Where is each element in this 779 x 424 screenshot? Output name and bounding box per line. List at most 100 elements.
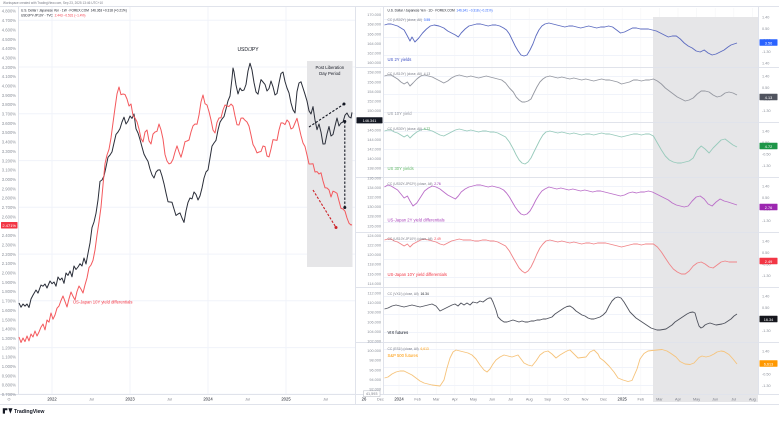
svg-text:3.100%: 3.100% [2, 168, 16, 173]
svg-text:144.000: 144.000 [367, 138, 381, 142]
svg-text:3.300%: 3.300% [2, 149, 16, 154]
svg-text:106.000: 106.000 [367, 320, 381, 324]
svg-text:2.700%: 2.700% [2, 205, 16, 210]
svg-text:CC (US10Y) (close, All) 4.13: CC (US10Y) (close, All) 4.13 [388, 72, 431, 76]
svg-text:1.40: 1.40 [762, 75, 769, 79]
svg-text:Feb: Feb [414, 398, 421, 402]
svg-text:-1.30: -1.30 [762, 329, 771, 333]
svg-text:Dec: Dec [377, 398, 384, 402]
svg-text:4.72: 4.72 [765, 145, 772, 149]
svg-text:-0.50: -0.50 [762, 373, 771, 377]
svg-text:-1.30: -1.30 [762, 50, 771, 54]
svg-text:158.000: 158.000 [367, 71, 381, 75]
svg-text:US-Japan 2Y yield differential: US-Japan 2Y yield differentials [388, 218, 445, 223]
svg-text:2.300%: 2.300% [2, 242, 16, 247]
svg-text:1.000%: 1.000% [2, 364, 16, 369]
svg-text:3.400%: 3.400% [2, 140, 16, 145]
svg-text:3.500%: 3.500% [2, 130, 16, 135]
svg-text:0.800%: 0.800% [2, 383, 16, 388]
svg-text:150.000: 150.000 [367, 109, 381, 113]
svg-text:92.000: 92.000 [369, 388, 381, 392]
svg-text:Jul: Jul [323, 398, 328, 402]
svg-text:2022: 2022 [47, 397, 57, 402]
svg-text:120.000: 120.000 [367, 253, 381, 257]
svg-text:Aug: Aug [526, 398, 533, 402]
svg-text:98.000: 98.000 [369, 359, 381, 363]
svg-text:2.49: 2.49 [765, 260, 772, 264]
svg-text:3.600%: 3.600% [2, 121, 16, 126]
svg-text:146.000: 146.000 [367, 128, 381, 132]
svg-text:US 30Y yields: US 30Y yields [388, 166, 414, 171]
svg-text:0.50: 0.50 [762, 306, 769, 310]
svg-text:134.000: 134.000 [367, 186, 381, 190]
svg-text:VIX futures: VIX futures [388, 330, 409, 335]
svg-text:USD/JPY: USD/JPY [237, 47, 259, 53]
svg-text:3.200%: 3.200% [2, 158, 16, 163]
svg-text:Dec: Dec [600, 398, 607, 402]
svg-text:1.40: 1.40 [762, 16, 769, 20]
svg-text:1.600%: 1.600% [2, 308, 16, 313]
svg-text:4.100%: 4.100% [2, 74, 16, 79]
svg-text:Feb: Feb [638, 398, 645, 402]
svg-text:Nov: Nov [582, 398, 589, 402]
svg-text:160.000: 160.000 [367, 61, 381, 65]
svg-text:4.600%: 4.600% [2, 27, 16, 32]
svg-text:Mar: Mar [433, 398, 440, 402]
svg-text:2.100%: 2.100% [2, 261, 16, 266]
svg-text:96.000: 96.000 [369, 368, 381, 372]
svg-text:2.900%: 2.900% [2, 186, 16, 191]
svg-text:2025: 2025 [618, 397, 628, 402]
svg-text:130.000: 130.000 [367, 205, 381, 209]
svg-text:1.400%: 1.400% [2, 327, 16, 332]
svg-text:Oct: Oct [563, 398, 570, 402]
svg-text:6,613: 6,613 [764, 362, 774, 366]
svg-text:USDJPY-JP10Y · TVC 2.443 −0.5: USDJPY-JP10Y · TVC 2.443 −0.531 (−1.4%) [21, 14, 85, 18]
svg-text:O: O [8, 398, 11, 402]
svg-text:1.40: 1.40 [762, 62, 769, 66]
svg-text:CC (US10Y-JP10Y) (close, All): CC (US10Y-JP10Y) (close, All) 2.49 [388, 237, 441, 241]
svg-text:-1.30: -1.30 [762, 164, 771, 168]
svg-text:Apr: Apr [452, 398, 459, 402]
svg-text:1.900%: 1.900% [2, 280, 16, 285]
svg-text:Mar: Mar [656, 398, 663, 402]
svg-text:146.341: 146.341 [363, 119, 377, 123]
svg-text:Jul: Jul [245, 398, 250, 402]
svg-text:US-Japan 10Y yield differentia: US-Japan 10Y yield differentials [73, 300, 132, 305]
svg-text:142.000: 142.000 [367, 148, 381, 152]
svg-text:Jun: Jun [489, 398, 495, 402]
svg-text:TradingView: TradingView [14, 409, 45, 415]
svg-text:116.000: 116.000 [368, 272, 381, 276]
svg-text:166.000: 166.000 [367, 32, 381, 36]
svg-text:Jun: Jun [712, 398, 718, 402]
svg-text:2025: 2025 [281, 397, 291, 402]
svg-text:Jul: Jul [731, 398, 736, 402]
svg-text:3.000%: 3.000% [2, 177, 16, 182]
svg-text:1.40: 1.40 [762, 295, 769, 299]
svg-text:2.400%: 2.400% [2, 233, 16, 238]
svg-text:1.500%: 1.500% [2, 317, 16, 322]
svg-text:104.000: 104.000 [367, 330, 381, 334]
svg-text:2.471%: 2.471% [2, 223, 16, 228]
svg-text:Jul: Jul [167, 398, 172, 402]
svg-text:0.50: 0.50 [762, 196, 769, 200]
svg-text:168.000: 168.000 [367, 23, 381, 27]
svg-text:156.000: 156.000 [367, 80, 381, 84]
svg-text:154.000: 154.000 [367, 90, 381, 94]
svg-text:162.000: 162.000 [367, 52, 381, 56]
svg-text:4.700%: 4.700% [2, 18, 16, 23]
svg-text:138.000: 138.000 [367, 167, 381, 171]
svg-text:0.50: 0.50 [762, 27, 769, 31]
svg-text:124.000: 124.000 [367, 234, 381, 238]
svg-text:1.40: 1.40 [762, 130, 769, 134]
svg-text:CC (US02Y) (close, All) 3.55: CC (US02Y) (close, All) 3.55 [388, 18, 431, 22]
svg-text:100.000: 100.000 [367, 349, 381, 353]
svg-text:3.800%: 3.800% [2, 102, 16, 107]
svg-text:CC (ES1!) (close, All) 6,613: CC (ES1!) (close, All) 6,613 [388, 347, 429, 351]
svg-text:2.600%: 2.600% [2, 214, 16, 219]
svg-text:1.800%: 1.800% [2, 289, 16, 294]
svg-text:1.200%: 1.200% [2, 345, 16, 350]
svg-text:Day Period: Day Period [319, 71, 341, 76]
svg-text:0.50: 0.50 [762, 251, 769, 255]
svg-text:4.800%: 4.800% [2, 9, 16, 14]
svg-text:4.200%: 4.200% [2, 65, 16, 70]
